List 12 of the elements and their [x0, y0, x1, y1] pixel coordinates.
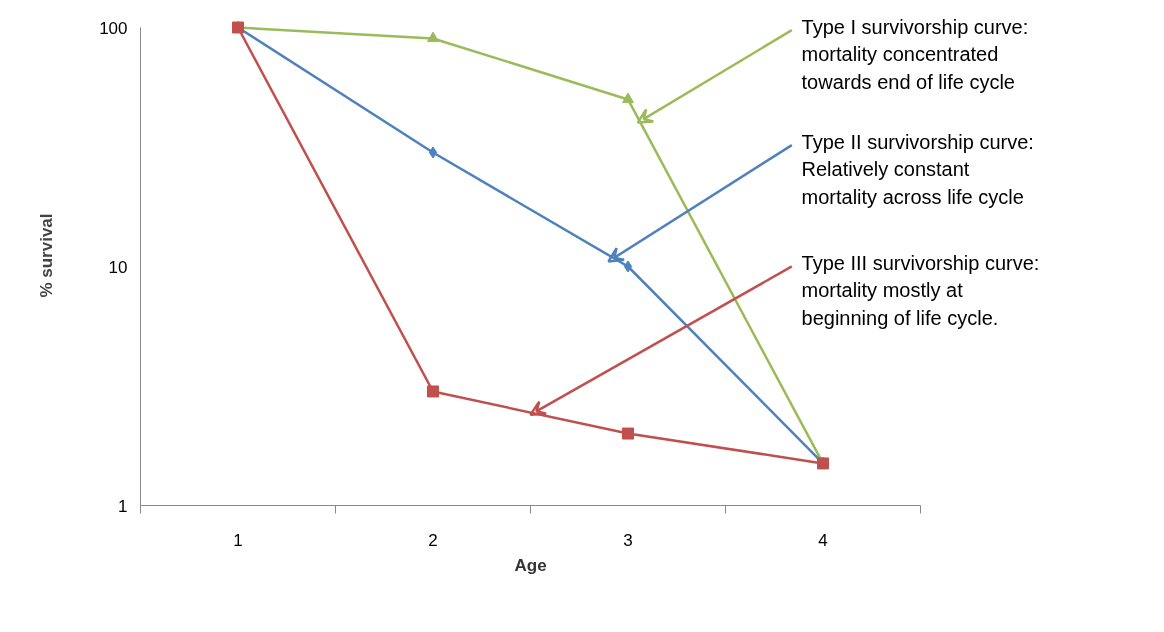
x-tick-label: 1 — [233, 530, 243, 550]
annotation: Type I survivorship curve: mortality concentrated towards end of life cycle — [801, 15, 1029, 93]
x-tick-label: 2 — [428, 530, 438, 550]
x-tick-label: 4 — [818, 530, 828, 550]
annotation: Type III survivorship curve: mortality mostly at beginning of life cycle. — [801, 251, 1040, 329]
x-tick-label: 3 — [623, 530, 633, 550]
y-tick-label: 10 — [108, 257, 128, 277]
x-axis-title: Age — [514, 555, 547, 575]
y-axis-title: % survival — [37, 213, 57, 298]
y-tick-label: 100 — [99, 18, 128, 38]
annotation: Type II survivorship curve: Relatively constant mortality across life cycle — [801, 130, 1034, 208]
y-tick-label: 1 — [118, 496, 128, 516]
